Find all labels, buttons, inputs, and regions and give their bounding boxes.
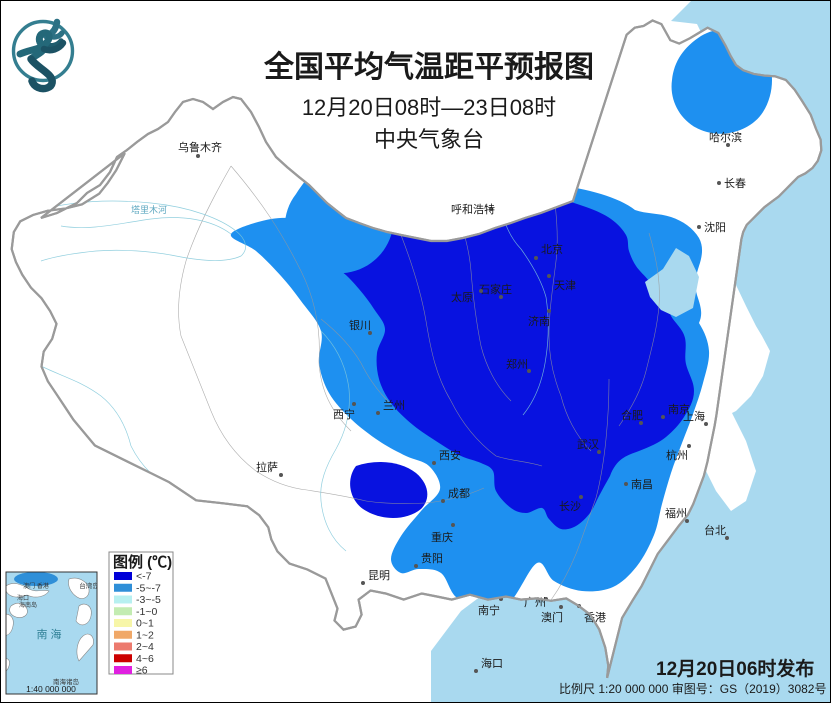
svg-text:南宁: 南宁	[478, 603, 500, 617]
svg-text:沈阳: 沈阳	[704, 220, 726, 234]
svg-text:海南岛: 海南岛	[19, 601, 37, 609]
svg-text:海口: 海口	[481, 656, 503, 670]
svg-text:12月20日06时发布: 12月20日06时发布	[656, 657, 814, 680]
svg-text:拉萨: 拉萨	[256, 460, 278, 474]
svg-text:石家庄: 石家庄	[479, 282, 512, 296]
svg-text:塔里木河: 塔里木河	[131, 204, 167, 215]
svg-text:重庆: 重庆	[431, 530, 453, 544]
svg-text:乌鲁木齐: 乌鲁木齐	[178, 140, 222, 154]
svg-text:台北: 台北	[704, 523, 726, 537]
svg-text:杭州: 杭州	[666, 448, 688, 462]
svg-text:合肥: 合肥	[621, 408, 643, 422]
svg-text:太原: 太原	[451, 291, 473, 304]
svg-text:郑州: 郑州	[506, 357, 528, 371]
svg-text:比例尺 1:20 000 000 审图号：GS（201: 比例尺 1:20 000 000 审图号：GS（2019）3082号	[559, 681, 826, 696]
svg-text:昆明: 昆明	[368, 569, 390, 582]
svg-text:呼和浩特: 呼和浩特	[451, 202, 495, 216]
svg-text:西宁: 西宁	[333, 407, 355, 421]
svg-text:-3~-5: -3~-5	[136, 594, 161, 606]
svg-text:贵阳: 贵阳	[421, 552, 443, 565]
svg-text:≥6: ≥6	[136, 665, 148, 677]
svg-text:12月20日08时—23日08时: 12月20日08时—23日08时	[302, 95, 556, 120]
svg-text:-1~0: -1~0	[136, 606, 157, 618]
svg-text:1:40 000 000: 1:40 000 000	[26, 684, 76, 694]
svg-text:兰州: 兰州	[383, 399, 405, 412]
svg-text:南 海: 南 海	[36, 627, 61, 641]
svg-text:北京: 北京	[541, 242, 563, 256]
svg-text:全国平均气温距平预报图: 全国平均气温距平预报图	[263, 50, 594, 84]
svg-text:4~6: 4~6	[136, 653, 154, 665]
svg-text:南昌: 南昌	[631, 478, 653, 491]
svg-text:长沙: 长沙	[559, 500, 581, 513]
svg-text:西安: 西安	[439, 448, 461, 462]
svg-text:天津: 天津	[554, 279, 576, 292]
svg-text:上海: 上海	[683, 409, 705, 423]
svg-text:成都: 成都	[448, 487, 470, 500]
svg-text:澳门 香港: 澳门 香港	[23, 582, 49, 590]
svg-text:台湾岛: 台湾岛	[79, 581, 99, 590]
svg-text:澳门: 澳门	[541, 610, 563, 624]
svg-text:2~4: 2~4	[136, 641, 154, 653]
svg-text:图例 (℃): 图例 (℃)	[113, 553, 172, 571]
svg-text:中央气象台: 中央气象台	[374, 127, 484, 152]
svg-text:哈尔滨: 哈尔滨	[709, 130, 742, 144]
svg-text:1~2: 1~2	[136, 629, 154, 641]
svg-text:银川: 银川	[349, 318, 371, 332]
svg-text:0~1: 0~1	[136, 618, 154, 630]
svg-text:<-7: <-7	[136, 571, 152, 583]
svg-text:武汉: 武汉	[577, 438, 599, 451]
svg-text:海口: 海口	[17, 594, 29, 602]
svg-text:福州: 福州	[665, 506, 687, 520]
svg-text:长春: 长春	[724, 177, 746, 190]
svg-text:-5~-7: -5~-7	[136, 582, 161, 594]
svg-text:济南: 济南	[528, 314, 550, 328]
